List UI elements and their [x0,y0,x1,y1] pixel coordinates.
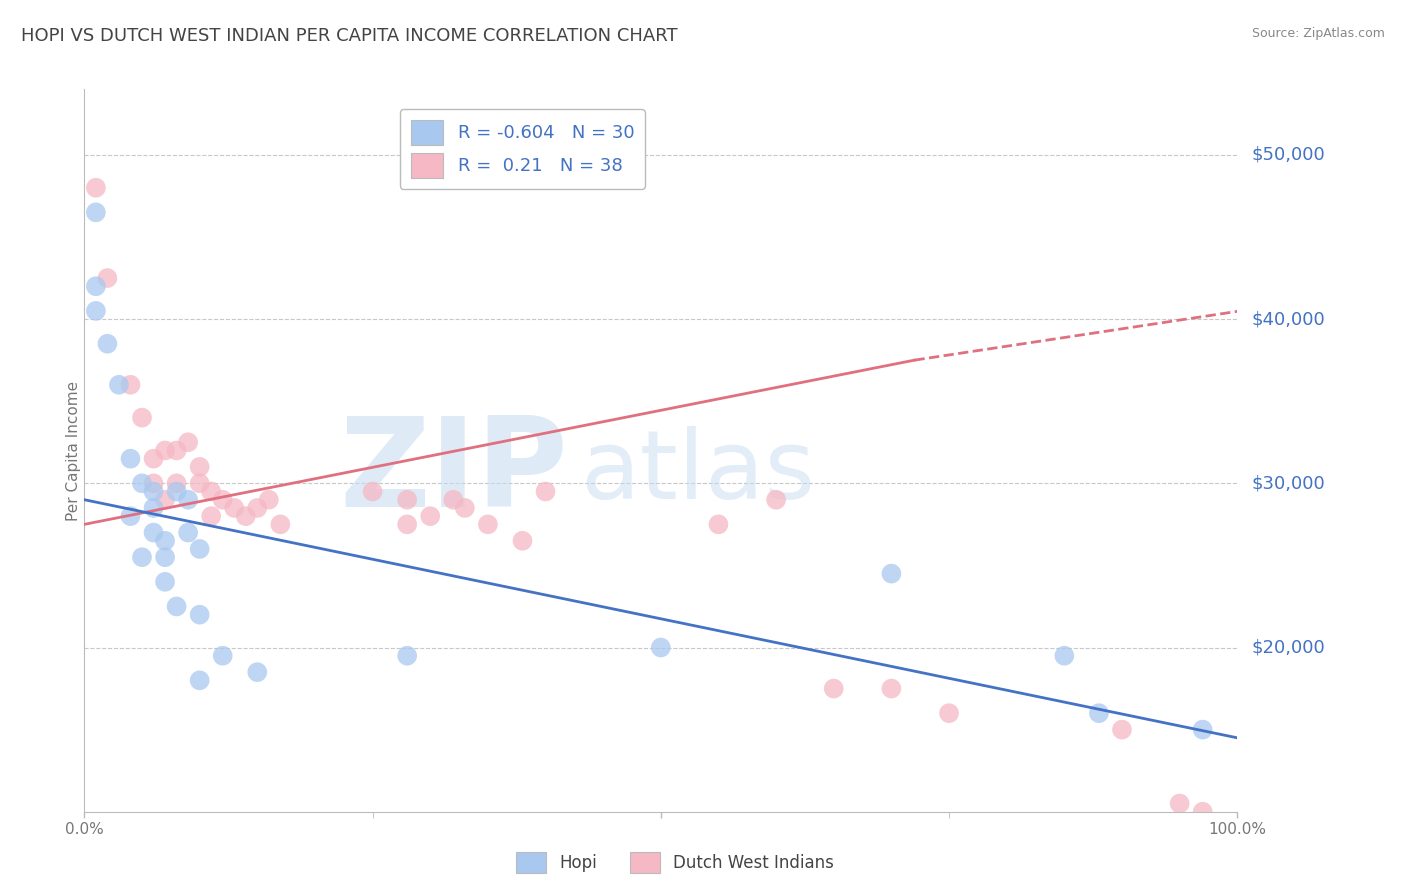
Point [153,492,176,507]
Point [166,443,188,458]
Point [142,476,165,491]
Point [188,541,211,556]
Point [142,500,165,515]
Text: Source: ZipAtlas.com: Source: ZipAtlas.com [1251,27,1385,40]
Point [419,509,441,524]
Y-axis label: Per Capita Income: Per Capita Income [66,380,80,521]
Text: $50,000: $50,000 [1251,146,1324,164]
Point [177,435,200,450]
Point [823,681,845,696]
Point [477,517,499,532]
Point [361,484,384,499]
Point [84,180,107,194]
Point [166,599,188,614]
Point [269,517,291,532]
Point [142,484,165,499]
Point [142,525,165,540]
Point [153,574,176,589]
Point [131,410,153,425]
Point [142,451,165,466]
Point [246,500,269,515]
Point [396,517,419,532]
Text: $40,000: $40,000 [1251,310,1324,328]
Point [108,377,131,392]
Point [96,271,118,285]
Point [454,500,477,515]
Point [166,476,188,491]
Point [211,648,233,663]
Point [153,443,176,458]
Point [650,640,672,655]
Point [120,451,142,466]
Point [512,533,534,548]
Point [224,500,246,515]
Point [188,673,211,688]
Point [131,476,153,491]
Point [1191,805,1213,819]
Point [765,492,787,507]
Legend: R = -0.604   N = 30, R =  0.21   N = 38: R = -0.604 N = 30, R = 0.21 N = 38 [399,109,645,189]
Point [396,492,419,507]
Point [707,517,730,532]
Point [153,533,176,548]
Point [257,492,280,507]
Point [938,706,960,721]
Point [880,566,903,581]
Point [1088,706,1111,721]
Text: ZIP: ZIP [340,411,568,533]
Point [188,459,211,474]
Point [188,476,211,491]
Point [246,665,269,680]
Point [84,205,107,219]
Point [131,550,153,565]
Point [96,336,118,351]
Point [200,509,222,524]
Point [1168,797,1191,811]
Point [1053,648,1076,663]
Point [120,509,142,524]
Point [166,484,188,499]
Point [177,525,200,540]
Text: $30,000: $30,000 [1251,475,1324,492]
Point [396,648,419,663]
Point [84,279,107,293]
Point [534,484,557,499]
Point [1191,723,1213,737]
Point [441,492,464,507]
Point [200,484,222,499]
Legend: Hopi, Dutch West Indians: Hopi, Dutch West Indians [509,846,841,880]
Point [84,304,107,318]
Point [235,509,257,524]
Point [1111,723,1133,737]
Text: HOPI VS DUTCH WEST INDIAN PER CAPITA INCOME CORRELATION CHART: HOPI VS DUTCH WEST INDIAN PER CAPITA INC… [21,27,678,45]
Point [211,492,233,507]
Point [177,492,200,507]
Point [120,377,142,392]
Point [188,607,211,622]
Text: atlas: atlas [581,425,815,518]
Text: $20,000: $20,000 [1251,639,1324,657]
Point [153,550,176,565]
Point [880,681,903,696]
